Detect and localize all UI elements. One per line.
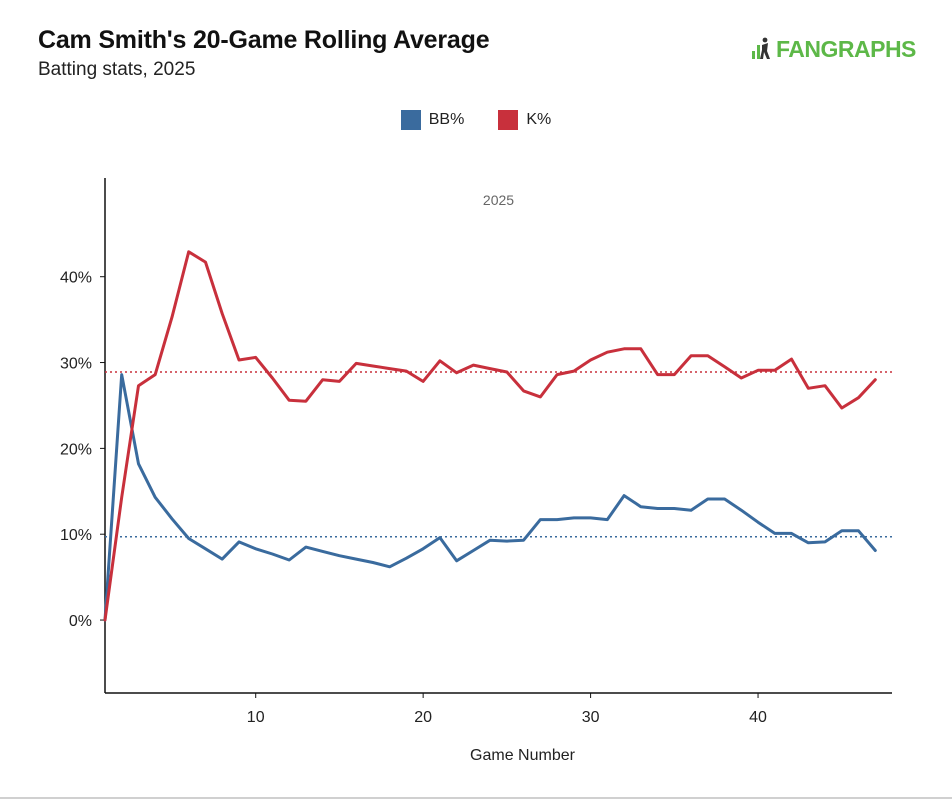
fangraphs-logo: FANGRAPHS (752, 36, 916, 62)
fangraphs-logo-icon (752, 37, 770, 59)
legend-label-bb: BB% (428, 111, 465, 128)
chart-subtitle: Batting stats, 2025 (38, 59, 196, 80)
y-tick-label: 40% (60, 270, 92, 287)
x-tick-label: 10 (247, 709, 265, 726)
x-axis-label: Game Number (470, 747, 576, 764)
bottom-divider (0, 797, 952, 799)
y-tick-label: 10% (60, 527, 92, 544)
y-tick-label: 20% (60, 441, 92, 458)
legend-item-bb[interactable]: BB% (400, 110, 465, 130)
legend-swatch-k (498, 110, 519, 130)
panel-label: 2025 (483, 192, 514, 208)
legend-swatch-bb (400, 110, 421, 130)
y-tick-label: 30% (60, 356, 92, 373)
series-line-k[interactable] (103, 250, 877, 622)
logo-text: FANGRAPHS (776, 35, 916, 62)
x-tick-label: 20 (414, 709, 432, 726)
legend-item-k[interactable]: K% (498, 110, 551, 130)
y-tick-label: 0% (69, 613, 92, 630)
x-tick-label: 30 (582, 709, 600, 726)
legend-label-k: K% (526, 111, 552, 128)
chart-title: Cam Smith's 20-Game Rolling Average (38, 26, 490, 54)
series-line-bb[interactable] (103, 373, 877, 622)
x-tick-label: 40 (749, 709, 767, 726)
chart-legend: BB% K% (0, 110, 952, 130)
